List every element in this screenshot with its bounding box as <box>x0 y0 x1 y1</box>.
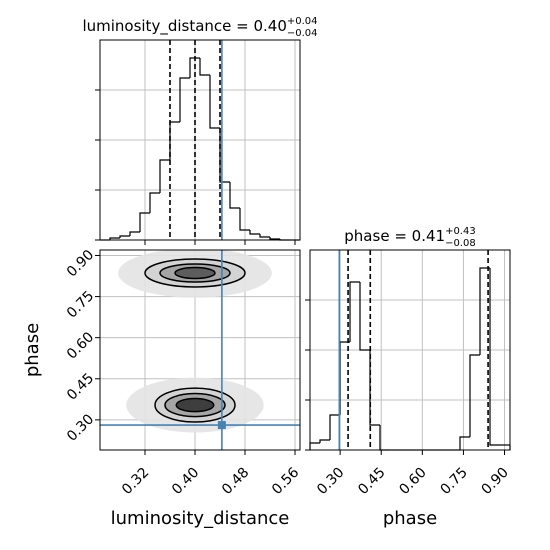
histogram-step <box>119 235 130 238</box>
x-axis-label: luminosity_distance <box>111 508 290 529</box>
histogram-step <box>139 212 150 232</box>
x-tick-label: 0.48 <box>219 465 252 498</box>
y-tick-label: 0.75 <box>64 288 97 321</box>
x-tick-label: 0.56 <box>269 465 302 498</box>
histogram-step <box>469 354 480 437</box>
histogram-step <box>189 57 200 78</box>
axes-frame <box>309 249 511 451</box>
histogram-step <box>109 237 120 240</box>
density-group <box>118 250 272 433</box>
histogram-step <box>169 121 180 160</box>
histogram-step <box>159 159 170 193</box>
x-tick-label: 0.30 <box>314 465 347 498</box>
histogram-step <box>179 77 190 122</box>
x-tick-label: 0.75 <box>437 465 470 498</box>
y-tick-label: 0.45 <box>64 370 97 403</box>
x-tick-label: 0.40 <box>169 465 202 498</box>
truth-marker <box>217 421 226 430</box>
title-sup: +0.43 <box>445 226 476 237</box>
histogram-step <box>229 182 240 209</box>
histogram-step <box>459 436 470 450</box>
title-main: phase = 0.41 <box>344 227 445 245</box>
histogram-step <box>489 268 500 446</box>
histogram-step <box>369 350 380 426</box>
histogram-step <box>309 442 320 450</box>
y-tick-label: 0.30 <box>64 411 97 444</box>
y-tick-label: 0.60 <box>64 329 97 362</box>
title-sup: +0.04 <box>287 16 318 27</box>
title-sub: −0.04 <box>287 28 318 39</box>
histogram-step <box>239 208 250 231</box>
density-contour <box>174 266 216 280</box>
x-tick-label: 0.45 <box>355 465 388 498</box>
histogram-step <box>479 267 490 355</box>
y-axis-label: phase <box>22 323 43 377</box>
x-axis-label: phase <box>383 508 437 529</box>
histogram-step <box>249 230 260 235</box>
chart-title: luminosity_distance = 0.40+0.04 −0.04 <box>82 16 317 39</box>
y-tick-label: 0.90 <box>64 247 97 280</box>
title-sub: −0.08 <box>445 238 476 249</box>
histogram-step <box>259 234 270 238</box>
histogram-step <box>209 75 220 129</box>
x-tick-label: 0.60 <box>396 465 429 498</box>
histogram-step <box>349 281 360 342</box>
histogram-step <box>129 231 140 236</box>
density-contour <box>175 397 215 413</box>
histogram-step <box>269 237 280 240</box>
x-tick-label: 0.32 <box>119 465 152 498</box>
axes-frame <box>99 249 301 451</box>
axes-frame <box>99 39 301 241</box>
histogram-step <box>359 282 370 351</box>
histogram-step <box>319 439 330 443</box>
title-main: luminosity_distance = 0.40 <box>82 17 286 36</box>
histogram-step <box>149 192 160 213</box>
chart-title: phase = 0.41+0.43 −0.08 <box>344 226 475 249</box>
histogram-step <box>329 414 340 440</box>
x-tick-label: 0.90 <box>479 465 512 498</box>
histogram-step <box>199 58 210 76</box>
